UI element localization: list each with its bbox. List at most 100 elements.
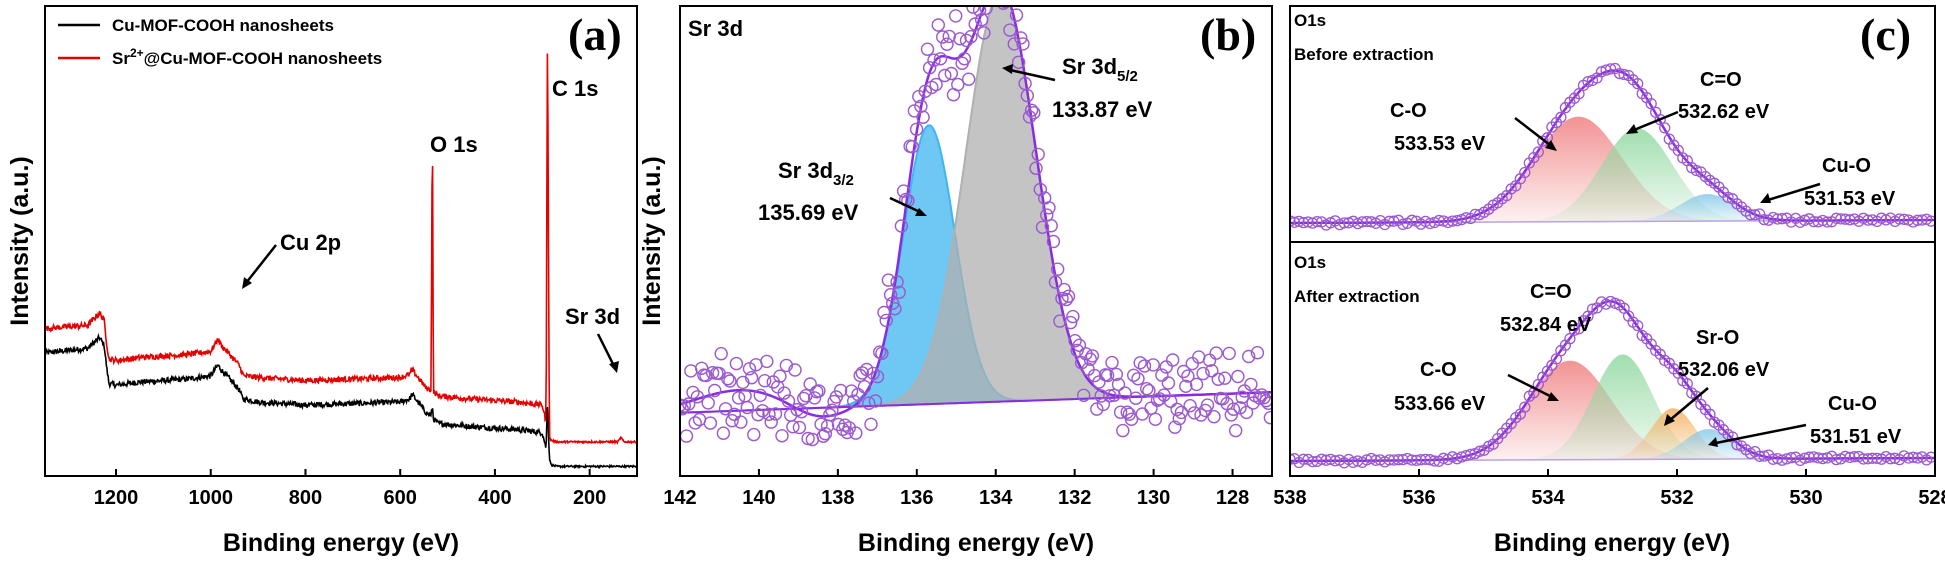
panel-b-title: Sr 3d <box>688 16 743 41</box>
data-point <box>1063 315 1078 330</box>
data-point <box>1290 215 1296 227</box>
annotation-o1s: O 1s <box>430 132 478 157</box>
annotation-c1s: C 1s <box>552 76 598 101</box>
data-point <box>890 275 904 289</box>
arrowhead-c-bot-co <box>1547 392 1559 401</box>
arrowhead-c-top-cdo <box>1626 124 1638 134</box>
arrow-c-bot-sro <box>1669 387 1709 421</box>
data-point <box>777 386 791 400</box>
data-point <box>1839 213 1851 225</box>
data-point <box>929 77 943 92</box>
data-point <box>849 426 863 440</box>
x-tick-label: 530 <box>1789 487 1822 509</box>
c-top-co-value: 533.53 eV <box>1394 133 1486 155</box>
data-point <box>794 405 809 419</box>
x-tick-label: 142 <box>663 487 696 509</box>
data-point <box>1925 451 1935 463</box>
x-tick-label: 200 <box>573 487 606 509</box>
data-point <box>1148 412 1163 426</box>
panel-c-bottom-subtitle: After extraction <box>1294 287 1420 306</box>
data-point <box>1029 161 1043 175</box>
x-tick-label: 534 <box>1531 487 1565 509</box>
data-point <box>825 403 839 417</box>
data-point <box>844 384 859 398</box>
data-point <box>864 417 878 431</box>
c-bot-sro-label: Sr-O <box>1696 327 1739 349</box>
x-tick-label: 400 <box>478 487 511 509</box>
data-point <box>1053 314 1067 328</box>
arrow-c-top-cdo <box>1633 110 1679 132</box>
data-point <box>1144 401 1158 415</box>
data-point <box>1315 453 1328 465</box>
data-point <box>1014 31 1028 45</box>
data-point <box>862 396 876 410</box>
data-point <box>1161 376 1176 390</box>
data-point <box>729 356 744 371</box>
data-point <box>1722 191 1734 204</box>
data-point <box>803 377 817 391</box>
data-point <box>940 37 954 51</box>
data-point <box>1799 214 1811 226</box>
panel-c-top-subtitle: Before extraction <box>1294 45 1434 64</box>
data-point <box>1200 398 1215 412</box>
data-point <box>1365 216 1377 228</box>
data-point <box>1057 282 1071 297</box>
data-point <box>951 77 965 92</box>
data-point <box>786 420 800 434</box>
panel-c-x-ticks: 538 536 534 532 530 528 <box>1273 469 1945 509</box>
data-point <box>918 84 932 99</box>
data-point <box>1907 451 1919 463</box>
data-point <box>1170 402 1184 417</box>
x-tick-label: 1000 <box>189 487 234 509</box>
data-point <box>894 219 909 233</box>
data-point <box>1085 349 1100 363</box>
data-point <box>909 122 924 137</box>
panel-b-plot-area <box>680 0 1272 447</box>
data-point <box>1568 324 1581 336</box>
data-point <box>922 61 937 75</box>
panel-a-frame <box>44 5 638 477</box>
data-point <box>1006 0 1018 3</box>
data-point <box>1050 262 1065 276</box>
data-point <box>997 6 1010 10</box>
data-point <box>1068 334 1082 348</box>
data-point <box>1767 211 1779 224</box>
data-point <box>1767 453 1779 465</box>
data-point <box>1187 406 1202 420</box>
data-point <box>1022 110 1037 124</box>
arrowhead-c-top-co <box>1545 140 1557 151</box>
data-point <box>1111 377 1126 392</box>
data-point <box>1415 454 1427 466</box>
data-point <box>916 110 930 124</box>
data-point <box>812 384 826 398</box>
data-point <box>875 346 889 360</box>
data-point <box>1146 358 1160 372</box>
data-point <box>1862 214 1874 226</box>
data-point <box>1352 455 1364 467</box>
panel-a-xlabel: Binding energy (eV) <box>223 529 459 557</box>
data-point <box>977 26 991 40</box>
data-point <box>1011 55 1026 69</box>
data-point <box>1632 319 1644 332</box>
x-tick-label: 136 <box>900 487 933 509</box>
data-point <box>1392 454 1405 466</box>
data-point <box>1835 213 1847 225</box>
arrow-sr3d <box>596 333 616 367</box>
data-point <box>753 388 767 403</box>
panel-c-bottom-title: O1s <box>1294 253 1326 272</box>
x-tick-label: 128 <box>1216 487 1249 509</box>
data-point <box>1604 63 1617 75</box>
data-point <box>1076 388 1091 402</box>
data-point <box>1397 218 1409 231</box>
data-point <box>1061 289 1076 303</box>
annotation-sr3d52-value: 133.87 eV <box>1052 97 1153 122</box>
data-point <box>768 407 783 421</box>
data-point <box>1239 405 1254 420</box>
data-point <box>1226 402 1241 416</box>
data-point <box>1302 216 1314 228</box>
data-point <box>797 391 811 406</box>
data-point <box>714 347 728 361</box>
data-point <box>1911 214 1924 226</box>
data-point <box>727 407 741 421</box>
arrow-c-bot-co <box>1507 373 1553 399</box>
